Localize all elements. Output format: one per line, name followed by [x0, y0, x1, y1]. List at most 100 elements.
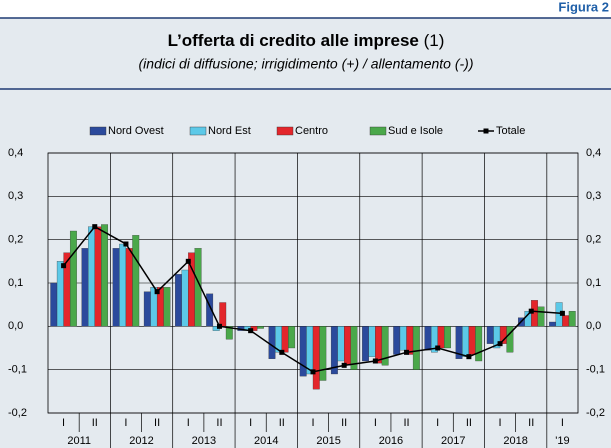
point: [310, 369, 316, 375]
y2-tick-label: 0,2: [586, 234, 601, 246]
year-label: '19: [555, 435, 569, 447]
x-tick-label: I: [187, 417, 190, 429]
bar: [381, 326, 389, 366]
legend-swatch: [369, 126, 387, 136]
bar: [132, 235, 140, 327]
y2-tick-label: 0,4: [586, 147, 601, 159]
bar: [112, 248, 120, 327]
legend-swatch: [89, 126, 107, 136]
bar: [362, 326, 369, 362]
y2-tick-label: 0,0: [586, 320, 601, 332]
bar: [437, 326, 445, 349]
year-label: 2016: [379, 435, 403, 447]
point: [216, 323, 222, 329]
bar: [219, 302, 227, 327]
x-tick-label: II: [279, 417, 285, 429]
x-tick-label: I: [374, 417, 377, 429]
point: [341, 362, 347, 368]
bar: [125, 248, 133, 327]
bar: [206, 293, 214, 327]
title-main: L’offerta di credito alle imprese: [168, 31, 419, 50]
bar: [468, 326, 476, 355]
bar: [562, 315, 570, 327]
point: [528, 308, 534, 314]
x-tick-label: II: [466, 417, 472, 429]
point: [92, 224, 98, 230]
x-tick-label: I: [124, 417, 127, 429]
bar: [119, 243, 127, 327]
y2-tick-label: 0,3: [586, 190, 601, 202]
bar: [399, 326, 407, 351]
bar: [368, 326, 376, 357]
bar: [143, 291, 151, 327]
point: [185, 258, 191, 264]
bar: [344, 326, 351, 366]
x-tick-label: I: [62, 417, 65, 429]
year-label: 2011: [67, 435, 91, 447]
bar: [163, 287, 171, 327]
legend-label: Nord Ovest: [108, 125, 164, 137]
bar: [181, 269, 189, 327]
year-label: 2015: [316, 435, 340, 447]
bar: [50, 282, 58, 327]
bar: [393, 326, 401, 355]
legend-swatch: [483, 128, 489, 134]
point: [248, 328, 254, 334]
point: [559, 310, 565, 316]
y2-tick-label: 0,1: [586, 277, 601, 289]
y2-tick-label: -0,2: [586, 407, 605, 419]
bar: [306, 326, 314, 375]
year-label: 2018: [503, 435, 527, 447]
legend-label: Totale: [496, 125, 525, 137]
bar: [568, 311, 576, 327]
year-label: 2013: [192, 435, 216, 447]
point: [404, 349, 410, 355]
bar: [175, 274, 182, 327]
bar: [88, 226, 95, 327]
legend-label: Sud e Isole: [388, 125, 443, 137]
y-tick-label: 0,4: [8, 147, 23, 159]
bar: [537, 306, 545, 327]
point: [435, 345, 441, 351]
point: [154, 289, 160, 295]
bar: [462, 326, 470, 357]
x-tick-label: II: [403, 417, 409, 429]
bar: [319, 326, 327, 381]
bar: [350, 326, 358, 370]
y-tick-label: 0,0: [8, 320, 23, 332]
bar: [299, 326, 307, 377]
y-tick-label: 0,1: [8, 277, 23, 289]
point: [123, 241, 129, 247]
bar: [281, 326, 289, 353]
bar: [444, 326, 451, 349]
y2-tick-label: -0,1: [586, 364, 605, 376]
x-tick-label: I: [249, 417, 252, 429]
x-tick-label: II: [154, 417, 160, 429]
chart-title: L’offerta di credito alle imprese (1): [168, 31, 445, 50]
bar: [549, 321, 557, 327]
bar: [375, 326, 383, 364]
figure-label: Figura 2: [558, 0, 609, 14]
year-label: 2014: [254, 435, 278, 447]
legend-swatch: [276, 126, 294, 136]
bar: [412, 326, 420, 370]
x-tick-label: I: [561, 417, 564, 429]
bar: [486, 326, 494, 344]
bar: [475, 326, 483, 362]
y-tick-label: 0,3: [8, 190, 23, 202]
x-tick-label: I: [311, 417, 314, 429]
bar: [101, 224, 109, 327]
bar: [257, 326, 264, 329]
bar: [337, 326, 345, 362]
legend-label: Nord Est: [208, 125, 251, 137]
bar: [69, 230, 77, 327]
legend-label: Centro: [295, 125, 328, 137]
year-label: 2012: [129, 435, 153, 447]
x-tick-label: II: [528, 417, 534, 429]
point: [372, 358, 378, 364]
y-tick-label: 0,2: [8, 234, 23, 246]
chart-subtitle: (indici di diffusione; irrigidimento (+)…: [139, 56, 474, 72]
point: [466, 354, 472, 360]
bar: [506, 326, 514, 353]
